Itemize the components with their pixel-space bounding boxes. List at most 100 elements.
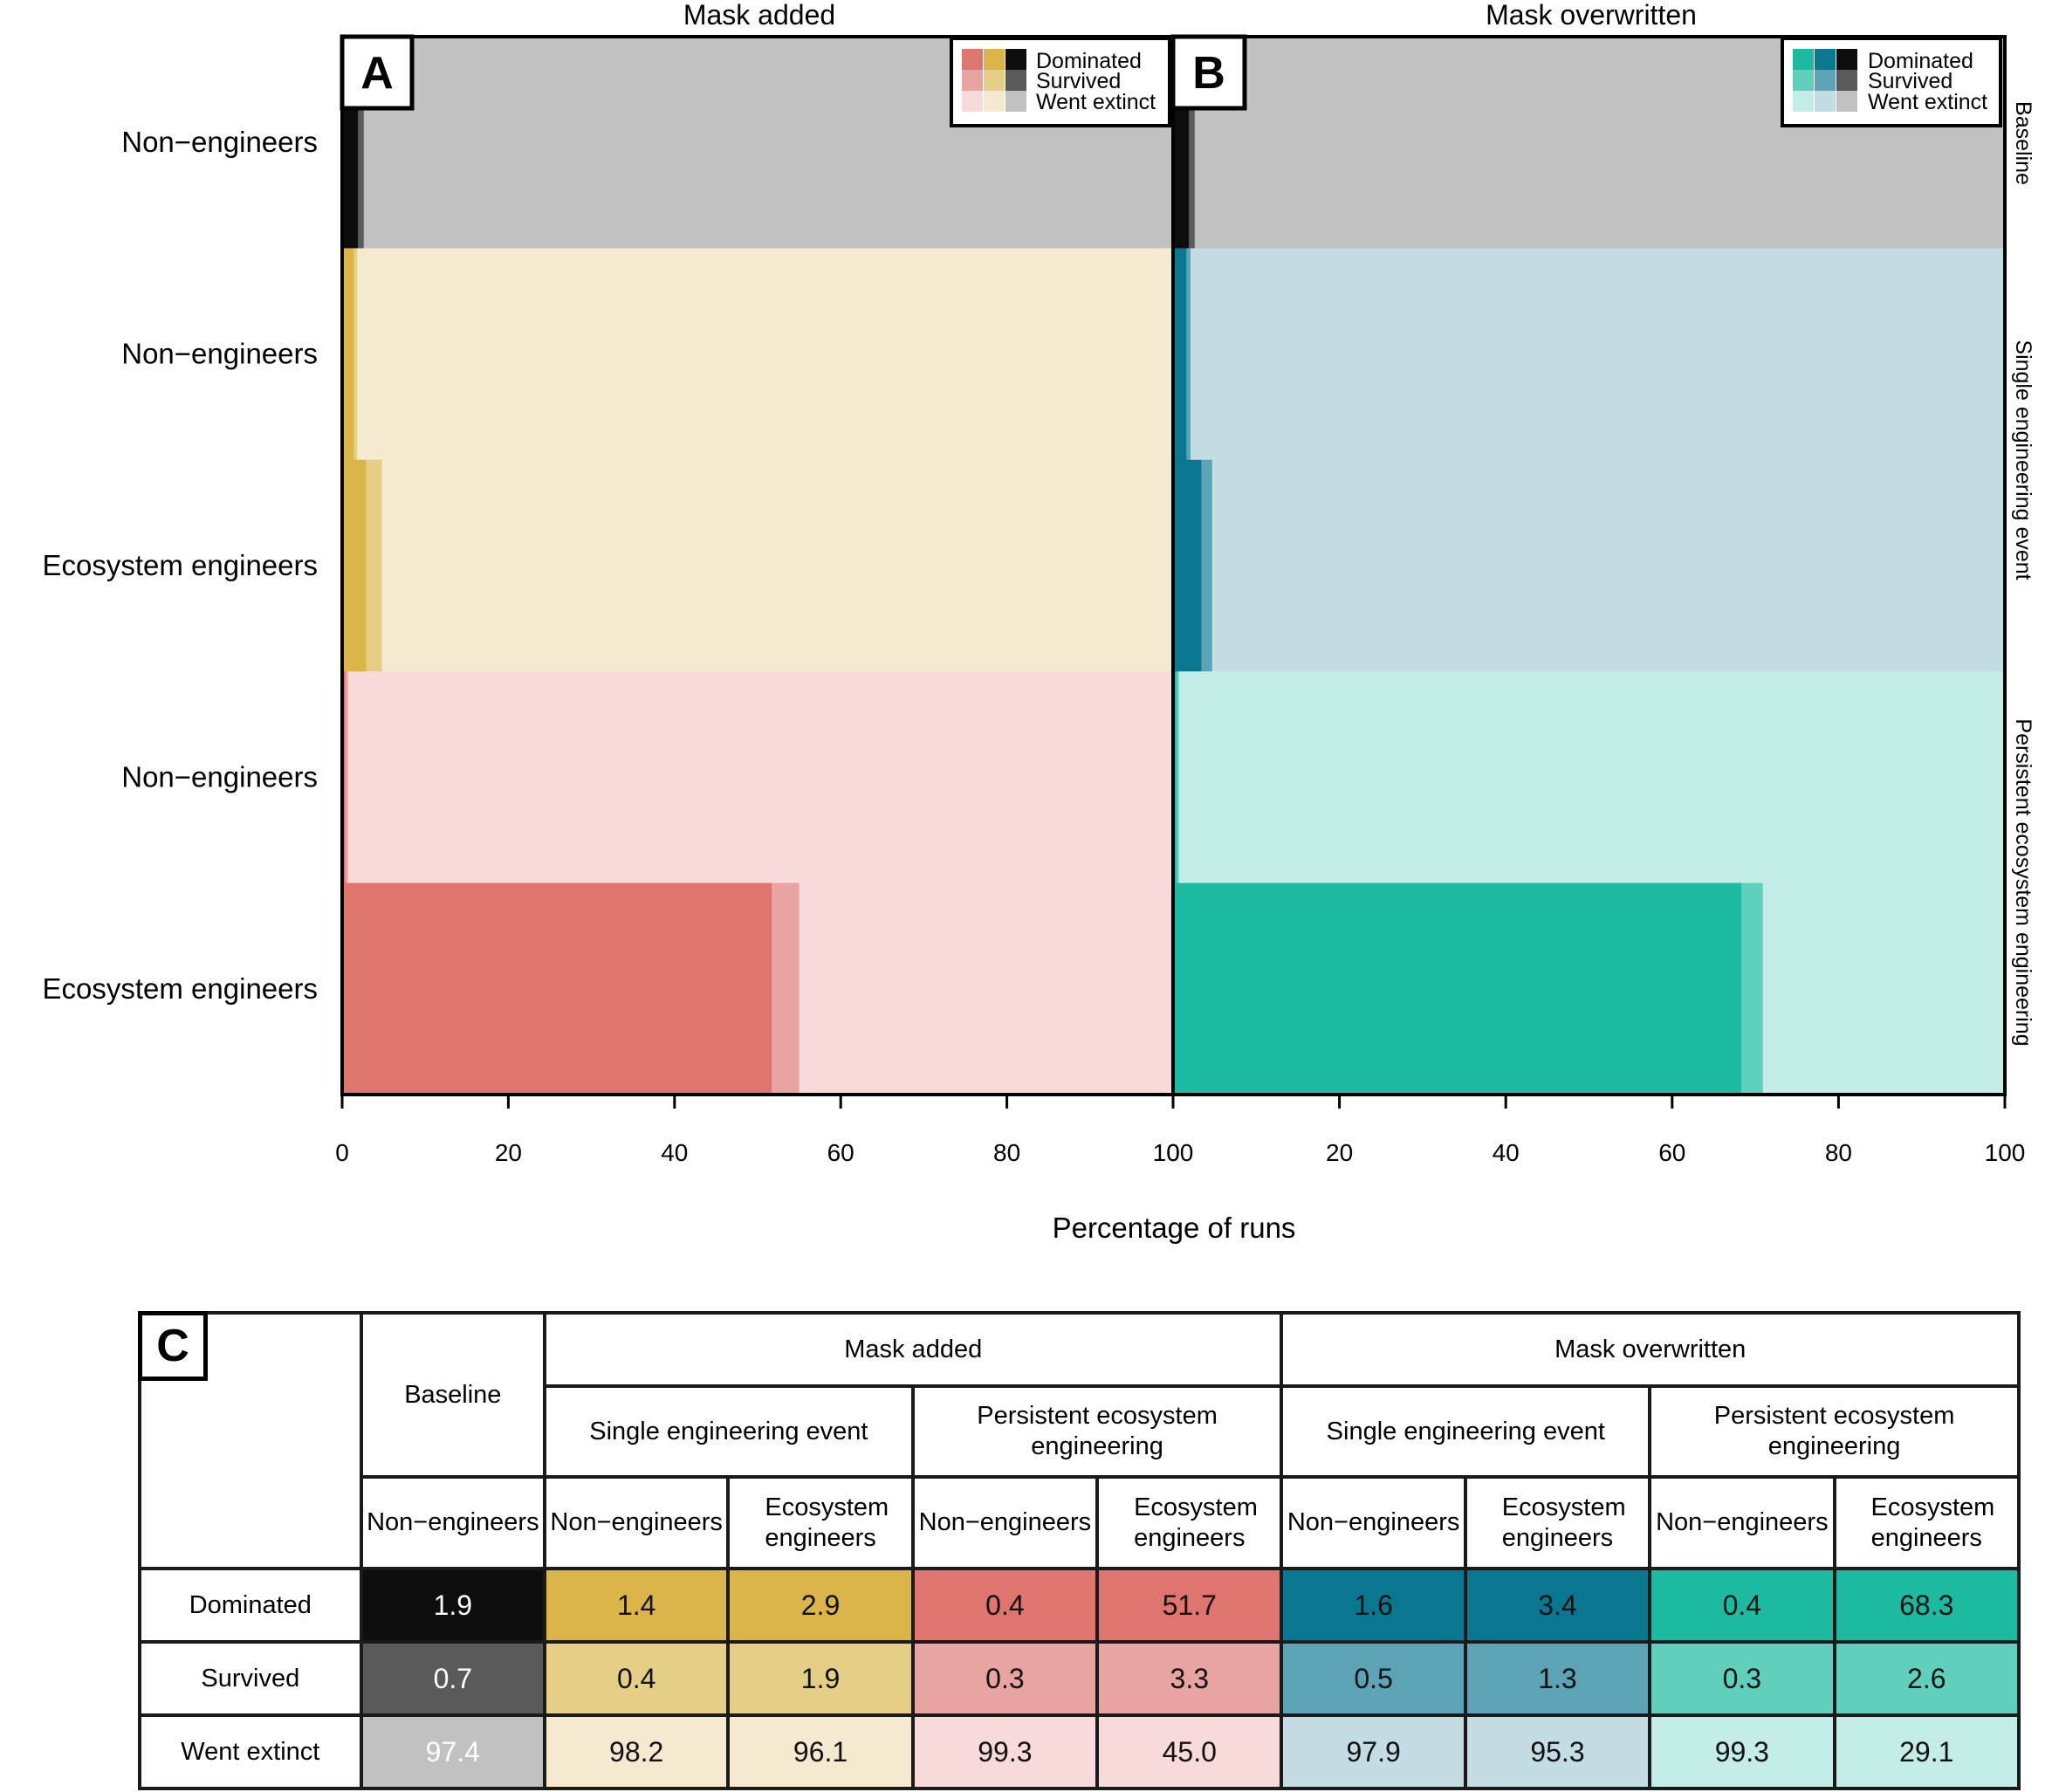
panel-b-letter: B bbox=[1192, 48, 1225, 99]
table-cell: 0.7 bbox=[359, 1640, 547, 1717]
row-label-4: Ecosystem engineers bbox=[43, 972, 318, 1005]
table-cell: 0.3 bbox=[910, 1640, 1100, 1717]
table-cell: 96.1 bbox=[726, 1713, 915, 1790]
table-row-label: Survived bbox=[138, 1640, 363, 1717]
bar-b-row4-dominated bbox=[1173, 882, 1742, 1095]
bar-b-row2-extinct bbox=[1211, 459, 2006, 672]
bar-a-row4-dominated bbox=[342, 882, 772, 1095]
facet-strip-persistent: Persistent ecosystem engineering bbox=[2011, 718, 2035, 1046]
panel-a-letter: A bbox=[360, 48, 394, 99]
hdr-over-single: Single engineering event bbox=[1280, 1384, 1652, 1479]
bar-a-row0-survived bbox=[358, 37, 365, 249]
x-tick-label: 40 bbox=[661, 1139, 688, 1166]
bar-b-row4-survived bbox=[1740, 882, 1764, 1095]
bar-a-row3-dominated bbox=[342, 671, 347, 884]
table-cell: 51.7 bbox=[1095, 1567, 1284, 1644]
x-tick-label: 0 bbox=[1166, 1139, 1180, 1166]
legend-b-extinct: Went extinct bbox=[1868, 90, 1987, 114]
table-cell: 2.9 bbox=[726, 1567, 915, 1644]
x-tick-label: 100 bbox=[1985, 1139, 2026, 1166]
hdr-added-single-eco: Ecosystem engineers bbox=[726, 1475, 915, 1570]
x-axis-a: 0 20 40 60 80 100 bbox=[335, 1095, 1193, 1166]
table-corner: C bbox=[138, 1311, 363, 1570]
table-cell: 68.3 bbox=[1832, 1567, 2021, 1644]
panel-b-title: Mask overwritten bbox=[1486, 0, 1697, 31]
bar-layer bbox=[342, 37, 2006, 1095]
table-row-label: Went extinct bbox=[138, 1713, 363, 1790]
stacked-bar-chart: Non−engineers Non−engineers Ecosystem engi… bbox=[43, 0, 2035, 1244]
bar-a-row1-survived bbox=[353, 248, 358, 461]
table-cell: 0.4 bbox=[1648, 1567, 1836, 1644]
x-tick-label: 20 bbox=[1326, 1139, 1353, 1166]
x-tick-label: 80 bbox=[1825, 1139, 1852, 1166]
table-cell: 97.4 bbox=[359, 1713, 547, 1790]
table-cell: 97.9 bbox=[1280, 1713, 1467, 1790]
hdr-added-persistent: Persistent ecosystem engineering bbox=[910, 1384, 1284, 1479]
summary-table: C Baseline Mask added Mask overwritten S… bbox=[138, 1311, 2021, 1790]
bar-a-row4-extinct bbox=[799, 882, 1174, 1095]
panel-a-title: Mask added bbox=[683, 0, 835, 31]
table-cell: 0.4 bbox=[910, 1567, 1100, 1644]
table-cell: 1.3 bbox=[1463, 1640, 1652, 1717]
table-cell: 1.9 bbox=[726, 1640, 915, 1717]
legend-a-survived: Survived bbox=[1036, 69, 1121, 93]
legend-b: Dominated Survived Went extinct bbox=[1781, 37, 2002, 127]
bar-a-row4-survived bbox=[772, 882, 800, 1095]
x-tick-label: 100 bbox=[1153, 1139, 1194, 1166]
legend-b-survived: Survived bbox=[1868, 69, 1952, 93]
table-cell: 0.5 bbox=[1280, 1640, 1467, 1717]
table-cell: 1.9 bbox=[359, 1567, 547, 1644]
bar-a-row1-extinct bbox=[357, 248, 1174, 461]
legend-a: Dominated Survived Went extinct bbox=[950, 37, 1171, 127]
bar-b-row2-dominated bbox=[1173, 459, 1202, 672]
row-labels: Non−engineers Non−engineers Ecosystem engi… bbox=[43, 126, 318, 1005]
panel-a-letter-box: A bbox=[340, 34, 415, 111]
bar-b-row0-survived bbox=[1189, 37, 1196, 249]
legend-a-extinct: Went extinct bbox=[1036, 90, 1156, 114]
table-cell: 95.3 bbox=[1463, 1713, 1652, 1790]
panel-c-letter: C bbox=[138, 1311, 208, 1381]
hdr-added-single-non: Non−engineers bbox=[542, 1475, 731, 1570]
bar-a-row3-survived bbox=[345, 671, 349, 884]
hdr-added-persistent-non: Non−engineers bbox=[910, 1475, 1100, 1570]
table-cell: 0.4 bbox=[542, 1640, 731, 1717]
x-tick-label: 80 bbox=[993, 1139, 1020, 1166]
table-cell: 29.1 bbox=[1832, 1713, 2021, 1790]
table-row-label: Dominated bbox=[138, 1567, 363, 1644]
table-cell: 0.3 bbox=[1648, 1640, 1836, 1717]
bar-b-row3-survived bbox=[1176, 671, 1180, 884]
table-cell: 45.0 bbox=[1095, 1713, 1284, 1790]
table-cell: 99.3 bbox=[910, 1713, 1100, 1790]
hdr-over-persistent: Persistent ecosystem engineering bbox=[1648, 1384, 2021, 1479]
bar-a-row3-extinct bbox=[347, 671, 1174, 884]
bar-a-row1-dominated bbox=[342, 248, 354, 461]
legend-a-dominated: Dominated bbox=[1036, 49, 1142, 73]
bar-a-row2-dominated bbox=[342, 459, 367, 672]
bar-b-row1-dominated bbox=[1173, 248, 1187, 461]
bar-b-row1-survived bbox=[1186, 248, 1191, 461]
x-tick-label: 60 bbox=[1658, 1139, 1685, 1166]
table-cell: 99.3 bbox=[1648, 1713, 1836, 1790]
hdr-baseline: Baseline bbox=[359, 1311, 547, 1479]
table-cell: 3.3 bbox=[1095, 1640, 1284, 1717]
row-label-0: Non−engineers bbox=[121, 126, 318, 158]
hdr-baseline-non: Non−engineers bbox=[359, 1475, 547, 1570]
table-cell: 1.6 bbox=[1280, 1567, 1467, 1644]
table-cell: 3.4 bbox=[1463, 1567, 1652, 1644]
legend-b-dominated: Dominated bbox=[1868, 49, 1973, 73]
table-cell: 1.4 bbox=[542, 1567, 731, 1644]
facet-strip-single: Single engineering event bbox=[2011, 340, 2035, 580]
row-label-1: Non−engineers bbox=[121, 338, 318, 370]
x-tick-label: 20 bbox=[495, 1139, 522, 1166]
bar-b-row1-extinct bbox=[1191, 248, 2006, 461]
table-cell: 98.2 bbox=[542, 1713, 731, 1790]
x-tick-label: 0 bbox=[335, 1139, 349, 1166]
table-cell: 2.6 bbox=[1832, 1640, 2021, 1717]
hdr-added-persistent-eco: Ecosystem engineers bbox=[1095, 1475, 1284, 1570]
x-axis-b: 0 20 40 60 80 100 bbox=[1166, 1095, 2025, 1166]
hdr-over-single-non: Non−engineers bbox=[1280, 1475, 1467, 1570]
bar-a-row2-survived bbox=[366, 459, 383, 672]
facet-strip-baseline: Baseline bbox=[2011, 101, 2035, 185]
bar-b-row3-extinct bbox=[1178, 671, 2006, 884]
hdr-mask-added: Mask added bbox=[542, 1311, 1284, 1388]
